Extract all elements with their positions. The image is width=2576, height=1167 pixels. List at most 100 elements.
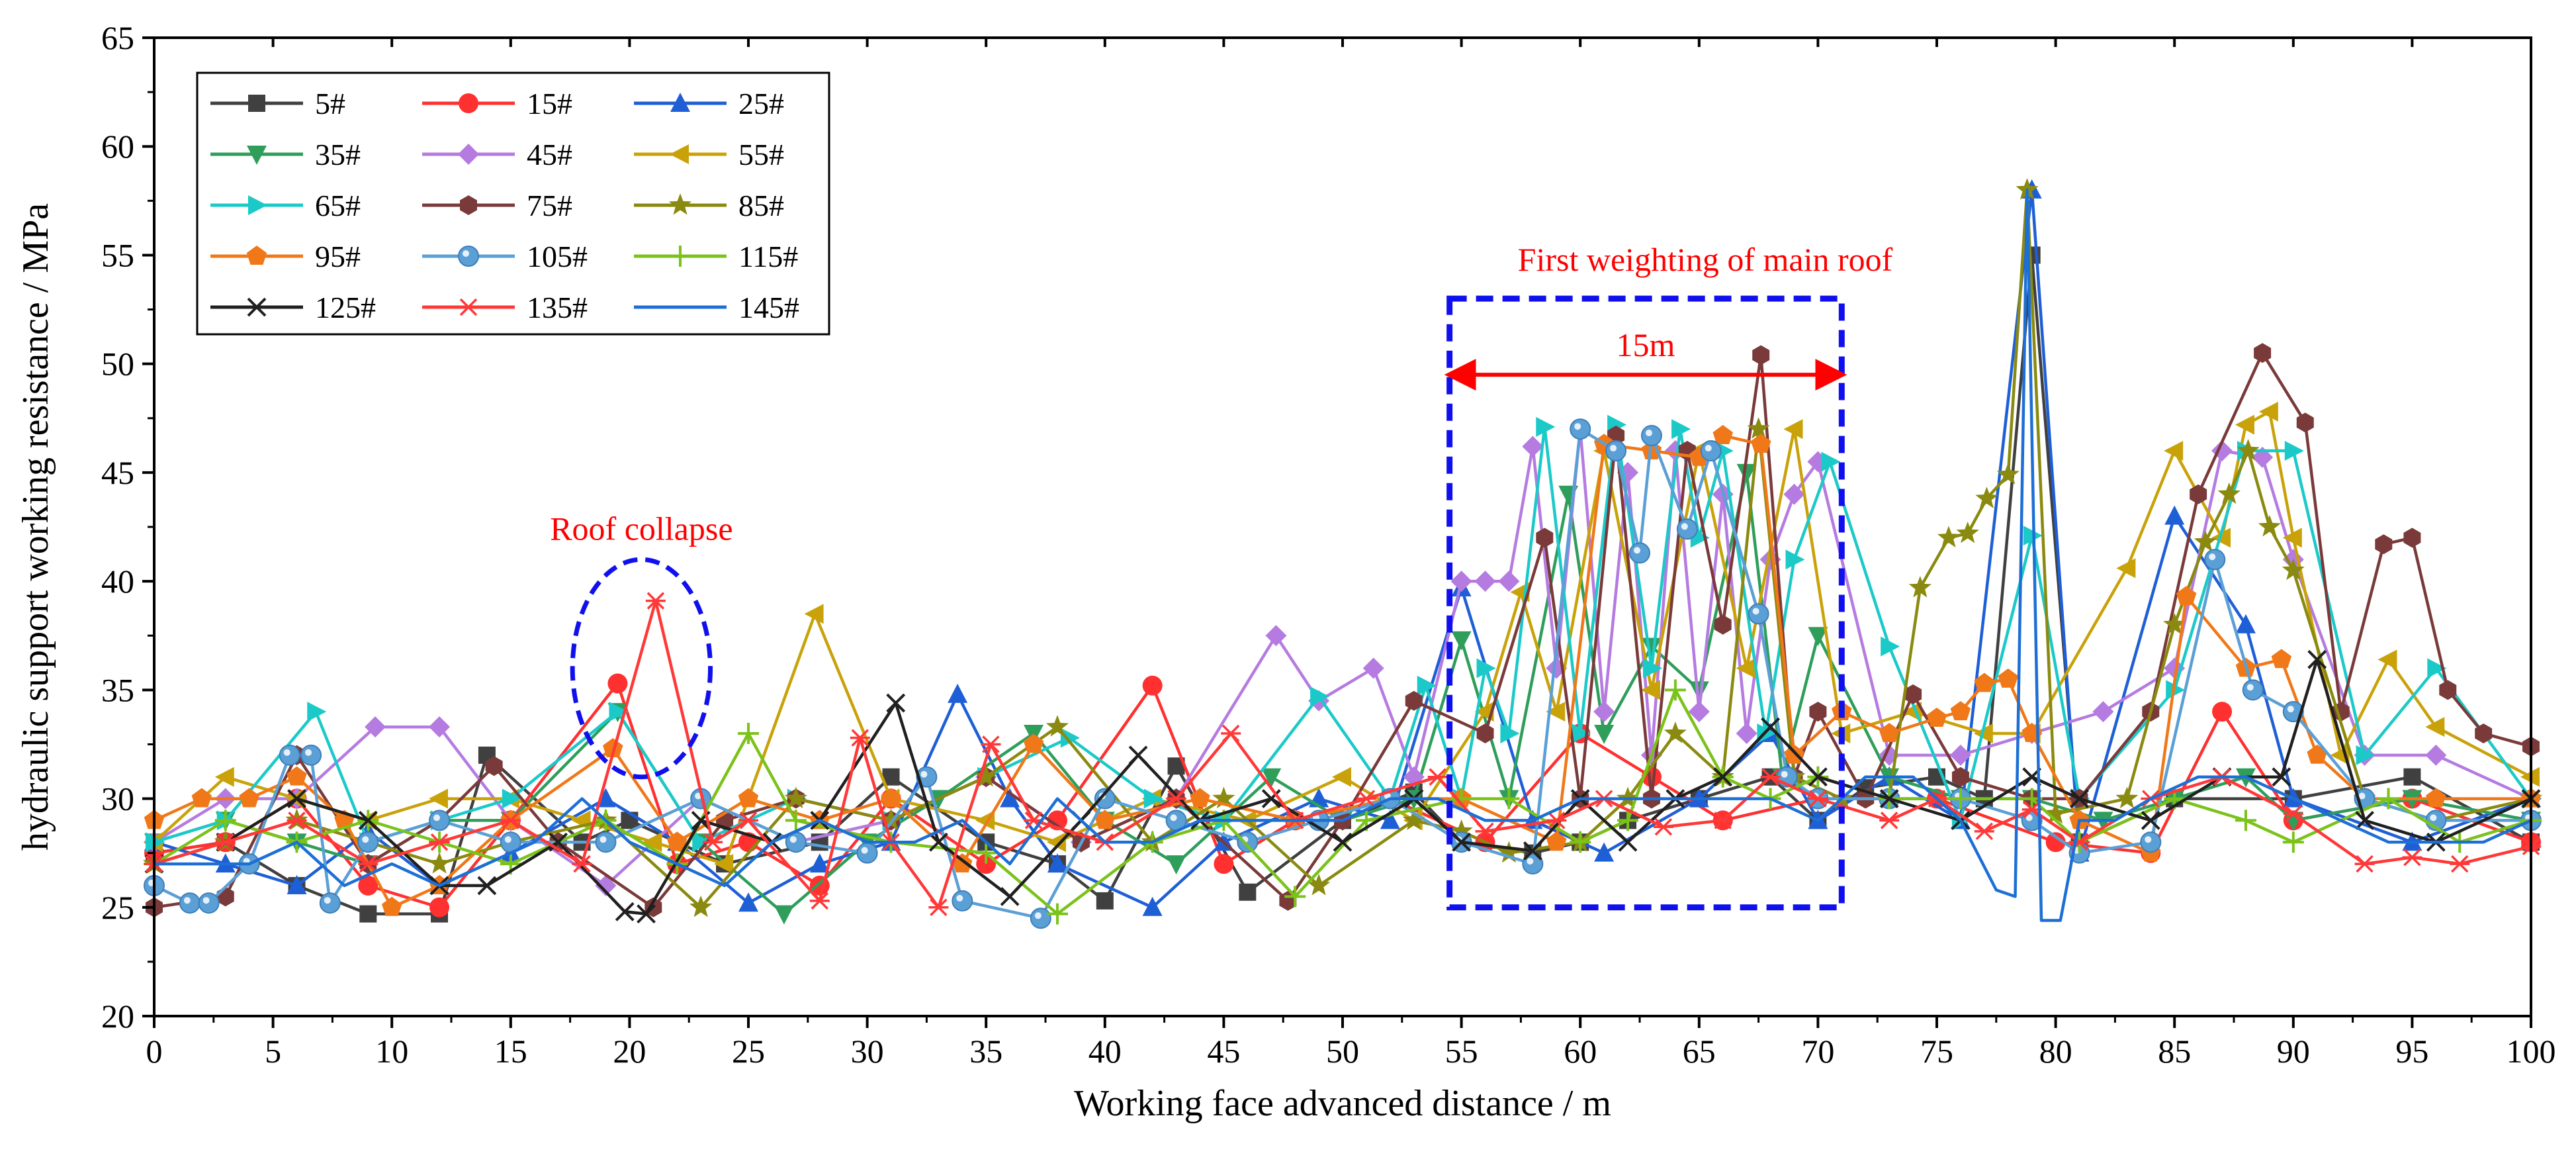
data-point-65 <box>1881 636 1900 657</box>
data-point-75 <box>2403 528 2421 548</box>
data-point-75 <box>216 886 234 907</box>
data-point-105 <box>595 831 617 853</box>
data-point-105 <box>179 892 200 914</box>
series-layer <box>142 177 2543 929</box>
data-point-95 <box>1094 810 1116 829</box>
legend-item-35: 35# <box>210 138 361 171</box>
data-point-135 <box>809 892 830 910</box>
data-point-135 <box>738 812 758 829</box>
data-point-135 <box>358 855 378 873</box>
data-point-25 <box>948 683 968 703</box>
x-tick-label: 30 <box>851 1033 884 1070</box>
data-point-85 <box>2163 612 2186 635</box>
data-point-125 <box>1261 789 1281 808</box>
data-point-5 <box>2403 768 2421 786</box>
data-point-135 <box>850 729 870 747</box>
data-point-115 <box>2282 831 2304 853</box>
data-point-105 <box>1640 425 1662 447</box>
legend-swatch-marker <box>458 144 479 165</box>
data-point-85 <box>1975 487 1998 508</box>
data-point-45 <box>595 874 617 896</box>
data-point-75 <box>1809 702 1827 722</box>
data-point-35 <box>1808 627 1828 647</box>
data-point-25 <box>287 874 307 894</box>
data-point-55 <box>1640 680 1660 700</box>
data-point-125 <box>1713 767 1733 787</box>
data-point-45 <box>1736 723 1757 745</box>
data-point-55 <box>1736 658 1755 678</box>
data-point-105 <box>429 810 451 831</box>
x-tick-label: 60 <box>1564 1033 1597 1070</box>
legend-swatch-marker <box>248 195 267 215</box>
x-tick-label: 65 <box>1683 1033 1716 1070</box>
data-point-105 <box>1629 542 1650 564</box>
data-point-85 <box>1956 521 1979 543</box>
data-point-125 <box>358 810 378 830</box>
x-axis-title: Working face advanced distance / m <box>1074 1083 1611 1124</box>
data-point-125 <box>1761 717 1780 737</box>
legend-label: 5# <box>315 87 345 120</box>
data-point-105 <box>2204 549 2226 571</box>
x-tick-label: 55 <box>1445 1033 1478 1070</box>
series-145 <box>154 188 2532 922</box>
data-point-45 <box>1522 436 1544 457</box>
x-tick-label: 40 <box>1088 1033 1122 1070</box>
data-point-35 <box>1594 725 1615 745</box>
data-point-105 <box>2242 679 2264 701</box>
data-point-125 <box>1618 832 1638 852</box>
data-point-125 <box>615 902 635 921</box>
legend-item-55: 55# <box>634 138 784 171</box>
x-tick-label: 95 <box>2395 1033 2428 1070</box>
data-point-135 <box>1221 724 1241 743</box>
data-point-115 <box>1046 903 1068 925</box>
data-point-55 <box>2116 558 2136 579</box>
data-point-65 <box>1417 675 1437 696</box>
legend-swatch-marker <box>670 246 691 267</box>
roof-collapse-label: Roof collapse <box>550 510 733 547</box>
legend-item-5: 5# <box>210 87 345 120</box>
data-point-65 <box>1642 658 1662 678</box>
legend-label: 125# <box>315 291 376 324</box>
legend-label: 105# <box>527 240 588 273</box>
series-line-65 <box>154 423 2532 844</box>
data-point-95 <box>1926 708 1947 727</box>
y-tick-label: 30 <box>101 780 134 817</box>
legend-item-85: 85# <box>634 189 784 222</box>
data-point-85 <box>2194 530 2217 552</box>
data-point-125 <box>287 789 306 808</box>
legend-label: 35# <box>315 138 361 171</box>
data-point-85 <box>2258 515 2281 537</box>
data-point-65 <box>2427 658 2447 678</box>
data-point-75 <box>2475 724 2493 744</box>
series-105 <box>144 418 2542 929</box>
data-point-85 <box>879 808 903 830</box>
data-point-65 <box>1821 451 1841 472</box>
data-point-105 <box>198 892 220 914</box>
legend-swatch-marker <box>458 246 479 267</box>
data-point-85 <box>1908 575 1932 598</box>
data-point-125 <box>637 904 656 924</box>
data-point-65 <box>1476 658 1496 678</box>
series-135 <box>144 592 2541 917</box>
data-point-25 <box>1380 810 1400 829</box>
data-point-95 <box>1190 788 1210 808</box>
legend-label: 65# <box>315 189 361 222</box>
legend-label: 145# <box>738 291 799 324</box>
data-point-55 <box>1046 832 1066 853</box>
data-point-105 <box>1676 518 1698 540</box>
data-point-95 <box>738 788 759 808</box>
y-tick-label: 50 <box>101 346 134 383</box>
axes-layer: 0 5 10 15 20 25 30 35 40 45 50 55 60 65 70 75 80 85 90 95 10… <box>15 19 2556 1124</box>
data-point-65 <box>1785 549 1805 570</box>
data-point-135 <box>1356 790 1376 808</box>
span-label: 15m <box>1617 326 1675 363</box>
data-point-115 <box>1664 679 1686 701</box>
x-tick-label: 100 <box>2507 1033 2556 1070</box>
x-tick-label: 50 <box>1326 1033 1359 1070</box>
y-tick-label: 20 <box>101 998 134 1035</box>
data-point-105 <box>1605 440 1627 462</box>
data-point-135 <box>1879 812 1900 829</box>
data-point-135 <box>429 833 450 851</box>
data-point-95 <box>1023 733 1044 753</box>
legend-label: 85# <box>738 189 784 222</box>
